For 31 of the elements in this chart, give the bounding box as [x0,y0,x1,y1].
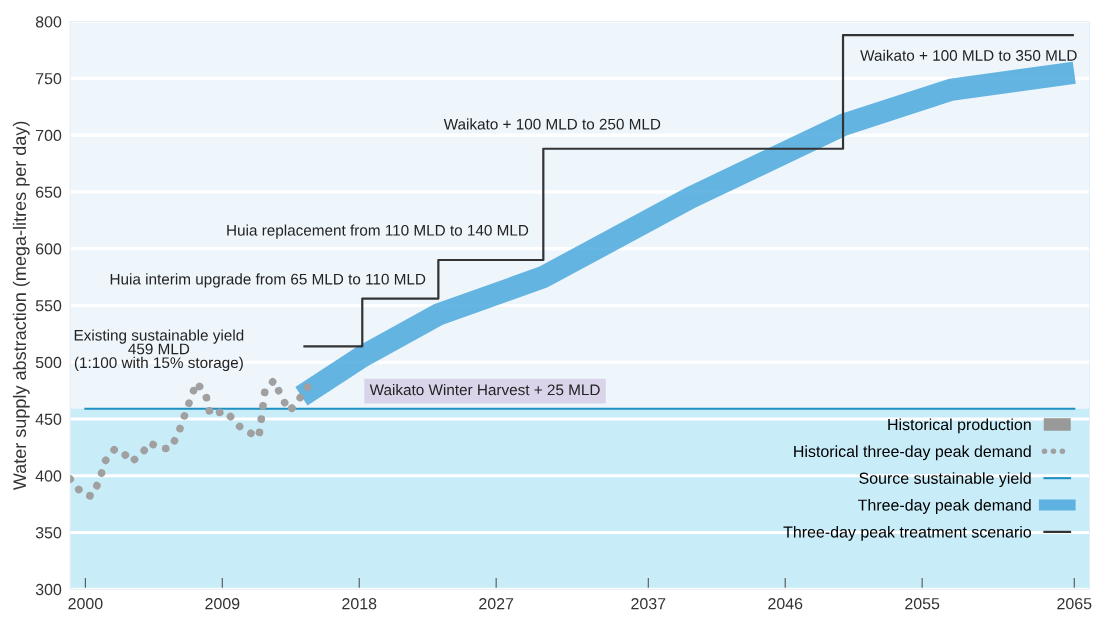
y-axis-title: Water supply abstraction (mega-litres per day) [12,121,30,491]
y-tick-label: 400 [35,470,62,482]
x-tick-label: 2000 [68,597,103,610]
y-tick-label: 500 [35,356,62,369]
x-tick-label: 2046 [768,597,803,610]
annotation: Waikato + 100 MLD to 350 MLD [860,49,1077,61]
x-tick-label: 2065 [1057,597,1092,610]
x-tick-label: 2027 [479,597,514,610]
annotation: Waikato + 100 MLD to 250 MLD [443,118,661,130]
legend-label: Historical three-day peak demand [794,445,1031,461]
annotation: Huia replacement from 110 MLD to 140 MLD [227,224,529,239]
legend-label: Source sustainable yield [859,472,1031,488]
annotation: Huia interim upgrade from 65 MLD to 110 MLD [110,273,426,288]
y-tick-label: 750 [36,72,62,85]
y-tick-label: 450 [35,413,62,425]
y-tick-label: 650 [36,186,62,198]
y-tick-label: 350 [35,527,62,539]
annotation: Existing sustainable yield 459 MLD (1:100 with 15% storage) [74,329,244,372]
annotation: Waikato Winter Harvest + 25 MLD [369,384,600,396]
x-tick-label: 2018 [342,597,377,610]
y-tick-label: 700 [36,129,62,142]
legend-label: Historical production [888,418,1031,434]
legend-label: Three-day peak demand [858,499,1031,514]
x-tick-label: 2055 [905,597,940,610]
y-tick-label: 300 [35,583,62,596]
x-tick-label: 2037 [631,597,666,610]
y-tick-label: 800 [35,16,62,28]
y-tick-label: 550 [35,300,62,312]
y-tick-label: 600 [36,243,62,255]
x-tick-label: 2009 [205,597,240,610]
legend-label: Three-day peak treatment scenario [783,525,1032,541]
